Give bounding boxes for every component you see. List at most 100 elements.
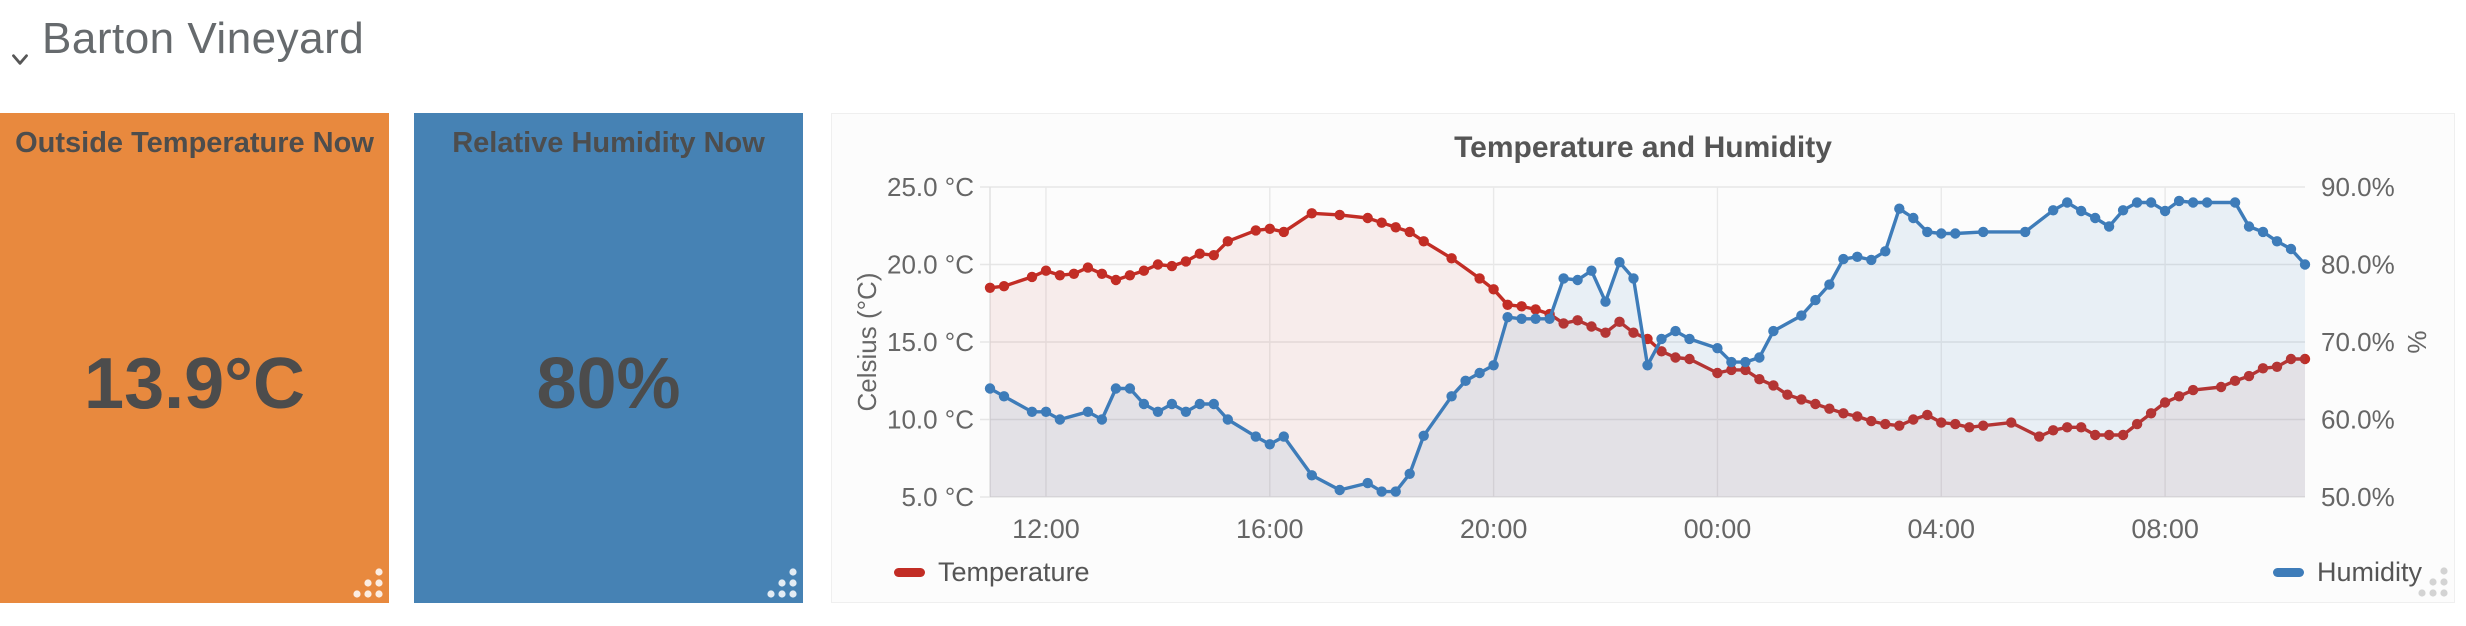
humidity-point [1124, 383, 1136, 394]
temperature-point [1124, 270, 1136, 281]
humidity-point [1208, 398, 1219, 410]
humidity-legend-swatch [2272, 567, 2304, 577]
humidity-point [2243, 221, 2255, 232]
temperature-point [2215, 381, 2227, 393]
temperature-point [1852, 411, 1863, 422]
temperature-point [1586, 321, 1597, 332]
temperature-point [1712, 367, 1723, 379]
humidity-point [1866, 254, 1877, 266]
temperature-point [2090, 429, 2101, 441]
temperature-point [1726, 364, 1737, 376]
temperature-point [2103, 429, 2115, 441]
dashboard-header: Barton Vineyard [0, 0, 2466, 100]
tile-temperature-value: 13.9°C [84, 344, 305, 424]
humidity-point [1558, 273, 1569, 284]
left-axis-tick: 10.0 °C [887, 405, 974, 435]
humidity-point [1586, 265, 1597, 276]
left-axis-tick: 15.0 °C [887, 327, 974, 357]
temperature-point [1558, 318, 1569, 329]
humidity-point [1180, 406, 1192, 417]
humidity-point [2159, 205, 2171, 217]
humidity-point [1362, 477, 1373, 489]
humidity-point [998, 391, 1010, 402]
x-axis-tick: 16:00 [1236, 514, 1304, 544]
humidity-point [1054, 414, 1066, 425]
x-axis-tick: 20:00 [1460, 514, 1528, 544]
temperature-point [1418, 236, 1429, 247]
humidity-point [1894, 203, 1905, 214]
humidity-point [1922, 226, 1933, 238]
humidity-point [2299, 259, 2311, 270]
humidity-point [1222, 414, 1233, 425]
temperature-point [1768, 380, 1779, 391]
right-axis-title: % [2402, 330, 2432, 353]
temperature-point [1334, 209, 1345, 221]
temperature-point [1096, 268, 1108, 279]
temperature-point [1166, 260, 1178, 272]
humidity-point [1726, 356, 1737, 368]
humidity-point [1824, 279, 1835, 290]
x-axis-tick: 08:00 [2131, 514, 2199, 544]
temperature-point [1208, 250, 1219, 261]
temperature-point [1950, 418, 1961, 430]
temperature-point [1446, 253, 1457, 264]
temperature-point [1222, 236, 1233, 247]
temperature-point [1866, 415, 1877, 427]
temperature-point [1152, 259, 1164, 270]
humidity-point [1278, 431, 1289, 442]
temperature-point [2117, 429, 2129, 441]
x-axis-tick: 12:00 [1012, 514, 1080, 544]
temperature-point [1516, 301, 1527, 312]
humidity-point [2187, 197, 2199, 208]
humidity-point [2145, 197, 2157, 208]
humidity-point [1656, 333, 1667, 345]
temperature-point [1194, 248, 1205, 259]
temperature-point [2257, 363, 2269, 374]
temperature-point [1278, 226, 1289, 238]
humidity-point [1936, 228, 1947, 239]
chevron-down-icon[interactable] [7, 46, 33, 72]
resize-handle-icon[interactable] [767, 568, 797, 598]
temperature-point [1782, 389, 1793, 400]
humidity-point [1600, 296, 1611, 307]
temperature-humidity-chart[interactable]: 25.0 °C 20.0 °C 15.0 °C 10.0 °C 5.0 °C 90.0% 8… [832, 114, 2454, 602]
resize-handle-icon[interactable] [2418, 567, 2448, 597]
temperature-point [1026, 271, 1038, 283]
legend-item-temperature[interactable]: Temperature [894, 554, 1090, 590]
x-axis-tick: 04:00 [1907, 514, 1975, 544]
temperature-point [1978, 420, 1989, 431]
humidity-area [990, 200, 2305, 497]
humidity-point [1642, 360, 1653, 371]
temperature-point [1474, 273, 1485, 284]
humidity-point [1684, 333, 1695, 345]
temperature-point [1082, 262, 1094, 273]
left-axis-tick: 5.0 °C [901, 482, 974, 512]
humidity-point [1950, 228, 1961, 239]
humidity-point [1138, 398, 1150, 410]
temperature-point [1572, 315, 1583, 326]
temperature-point [1936, 417, 1947, 428]
humidity-point [1096, 414, 1108, 425]
humidity-point [1334, 484, 1345, 496]
temperature-point [1796, 394, 1807, 405]
right-axis-tick: 90.0% [2321, 172, 2395, 202]
humidity-point [1768, 325, 1779, 337]
legend-item-humidity[interactable]: Humidity [2272, 554, 2422, 590]
humidity-point [1418, 430, 1429, 441]
humidity-point [1740, 356, 1751, 368]
right-axis-tick: 80.0% [2321, 250, 2395, 280]
temperature-point [1488, 284, 1499, 295]
humidity-point [1474, 367, 1485, 379]
temperature-point [1838, 408, 1849, 419]
temperature-point [1362, 212, 1373, 224]
resize-handle-icon[interactable] [353, 568, 383, 598]
temperature-point [1306, 208, 1317, 219]
humidity-point [1530, 313, 1541, 324]
temperature-point [1754, 374, 1765, 385]
temperature-point [1670, 352, 1681, 363]
humidity-point [2201, 197, 2213, 208]
temperature-point [2299, 353, 2311, 365]
tile-humidity-value: 80% [536, 344, 681, 424]
temperature-point [2159, 397, 2171, 408]
